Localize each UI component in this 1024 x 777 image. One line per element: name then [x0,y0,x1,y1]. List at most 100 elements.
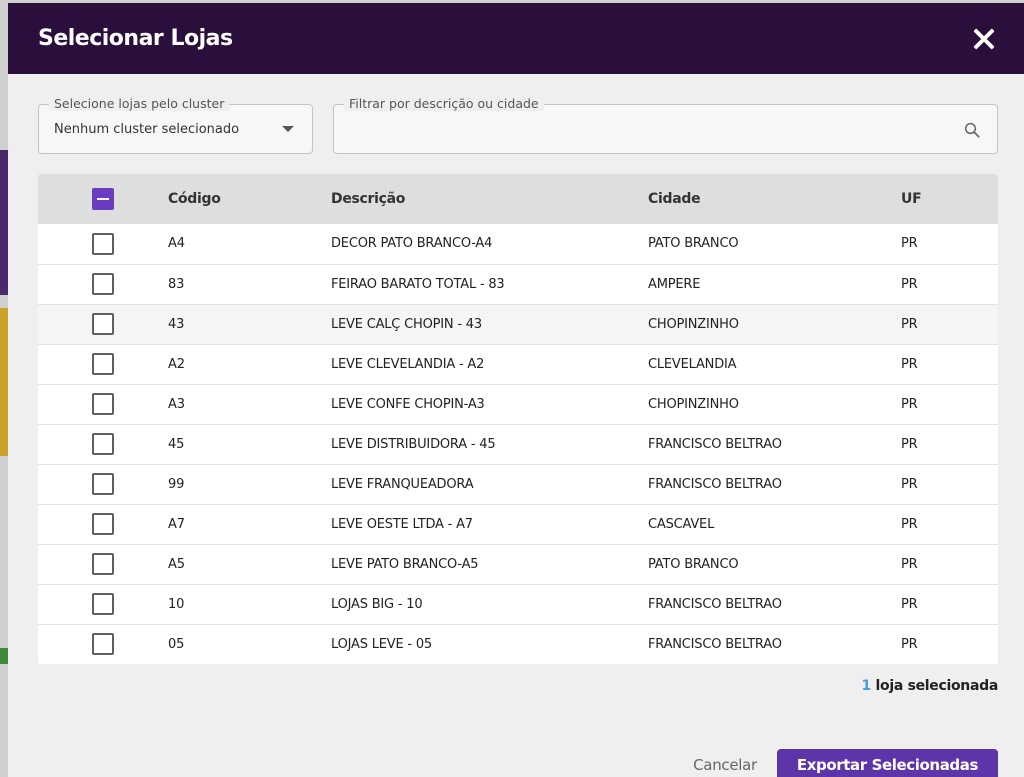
row-code: 10 [168,583,331,624]
table-row[interactable]: 43 LEVE CALÇ CHOPIN - 43 CHOPINZINHO PR [38,303,998,344]
search-icon[interactable] [963,121,981,139]
row-code: 83 [168,263,331,304]
row-checkbox[interactable] [92,513,114,535]
row-city: FRANCISCO BELTRAO [648,583,901,624]
row-checkbox-cell [38,463,168,504]
row-description: LEVE PATO BRANCO-A5 [331,543,648,584]
row-checkbox[interactable] [92,353,114,375]
row-uf: PR [901,263,998,304]
row-uf: PR [901,303,998,344]
row-checkbox-cell [38,583,168,624]
row-uf: PR [901,583,998,624]
table-row[interactable]: 99 LEVE FRANQUEADORA FRANCISCO BELTRAO PR [38,463,998,504]
row-code: 05 [168,623,331,664]
row-checkbox-cell [38,303,168,344]
row-description: DECOR PATO BRANCO-A4 [331,236,493,252]
row-code: 43 [168,303,331,344]
row-checkbox[interactable] [92,393,114,415]
row-city: PATO BRANCO [648,236,739,252]
table-row[interactable]: 83 FEIRAO BARATO TOTAL - 83 AMPERE PR [38,263,998,304]
row-description: LOJAS LEVE - 05 [331,623,648,664]
row-description: LOJAS BIG - 10 [331,583,648,624]
row-checkbox-cell [38,423,168,464]
row-code: A2 [168,343,331,384]
row-checkbox[interactable] [92,433,114,455]
row-checkbox-cell [38,224,168,264]
row-code: A3 [168,383,331,424]
row-uf: PR [901,423,998,464]
table-row[interactable]: A2 LEVE CLEVELANDIA - A2 CLEVELANDIA PR [38,343,998,384]
row-uf: PR [901,623,998,664]
row-checkbox-cell [38,383,168,424]
row-checkbox[interactable] [92,553,114,575]
row-checkbox[interactable] [92,633,114,656]
modal-header: Selecionar Lojas [8,3,1024,74]
selection-count: 1 loja selecionada [862,678,999,694]
background-green-strip [0,648,8,664]
select-all-checkbox[interactable] [92,188,114,210]
row-checkbox[interactable] [92,313,114,335]
table-row[interactable]: A3 LEVE CONFE CHOPIN-A3 CHOPINZINHO PR [38,383,998,424]
row-city: CHOPINZINHO [648,303,901,344]
row-city: FRANCISCO BELTRAO [648,623,901,664]
row-uf: PR [901,463,998,504]
stores-table: Código Descrição Cidade UF A4 DECOR PATO … [38,174,998,664]
row-city: PATO BRANCO [648,543,901,584]
export-selected-button[interactable]: Exportar Selecionadas [776,749,998,777]
table-row[interactable]: A7 LEVE OESTE LTDA - A7 CASCAVEL PR [38,503,998,544]
table-row[interactable]: A4 DECOR PATO BRANCO-A4 PATO BRANCO PR [38,224,998,264]
row-uf: PR [901,503,998,544]
row-description: LEVE CALÇ CHOPIN - 43 [331,303,648,344]
row-checkbox[interactable] [92,593,114,615]
column-header-description[interactable]: Descrição [331,191,406,207]
row-code: A5 [168,543,331,584]
search-field-label: Filtrar por descrição ou cidade [344,96,544,111]
row-code: A4 [168,236,185,252]
background-purple-strip [0,150,8,295]
row-code: A7 [168,503,331,544]
row-city: CLEVELANDIA [648,343,901,384]
modal-title: Selecionar Lojas [38,26,233,51]
cancel-button[interactable]: Cancelar [693,756,757,774]
row-description: FEIRAO BARATO TOTAL - 83 [331,263,648,304]
row-description: LEVE CLEVELANDIA - A2 [331,343,648,384]
row-checkbox[interactable] [92,273,114,295]
table-row[interactable]: 10 LOJAS BIG - 10 FRANCISCO BELTRAO PR [38,583,998,624]
search-input[interactable] [344,113,944,145]
close-icon[interactable] [972,27,996,51]
row-checkbox-cell [38,343,168,384]
row-uf: PR [901,343,998,384]
row-city: AMPERE [648,263,901,304]
row-checkbox-cell [38,503,168,544]
row-checkbox-cell [38,263,168,304]
cluster-select[interactable]: Selecione lojas pelo cluster Nenhum clus… [38,96,313,154]
row-code: 99 [168,463,331,504]
row-city: FRANCISCO BELTRAO [648,423,901,464]
row-checkbox-cell [38,623,168,664]
row-city: CASCAVEL [648,503,901,544]
row-description: LEVE DISTRIBUIDORA - 45 [331,423,648,464]
row-city: CHOPINZINHO [648,383,901,424]
search-field: Filtrar por descrição ou cidade [333,96,998,154]
row-uf: PR [901,236,918,252]
row-city: FRANCISCO BELTRAO [648,463,901,504]
chevron-down-icon [282,126,294,132]
table-row[interactable]: 05 LOJAS LEVE - 05 FRANCISCO BELTRAO PR [38,623,998,664]
row-description: LEVE CONFE CHOPIN-A3 [331,383,648,424]
table-row[interactable]: 45 LEVE DISTRIBUIDORA - 45 FRANCISCO BELTR… [38,423,998,464]
row-code: 45 [168,423,331,464]
column-header-uf[interactable]: UF [901,191,922,207]
row-description: LEVE FRANQUEADORA [331,463,648,504]
selection-count-label: loja selecionada [875,678,999,694]
row-checkbox-cell [38,543,168,584]
modal-footer: Cancelar Exportar Selecionadas [693,749,998,777]
table-row[interactable]: A5 LEVE PATO BRANCO-A5 PATO BRANCO PR [38,543,998,584]
table-header-row: Código Descrição Cidade UF [38,174,998,224]
row-checkbox[interactable] [92,473,114,495]
row-checkbox[interactable] [92,232,114,255]
cluster-select-label: Selecione lojas pelo cluster [49,96,230,111]
selection-count-number: 1 [861,678,872,694]
filters-bar: Selecione lojas pelo cluster Nenhum clus… [38,96,998,154]
column-header-city[interactable]: Cidade [648,191,701,207]
column-header-code[interactable]: Código [168,191,221,207]
